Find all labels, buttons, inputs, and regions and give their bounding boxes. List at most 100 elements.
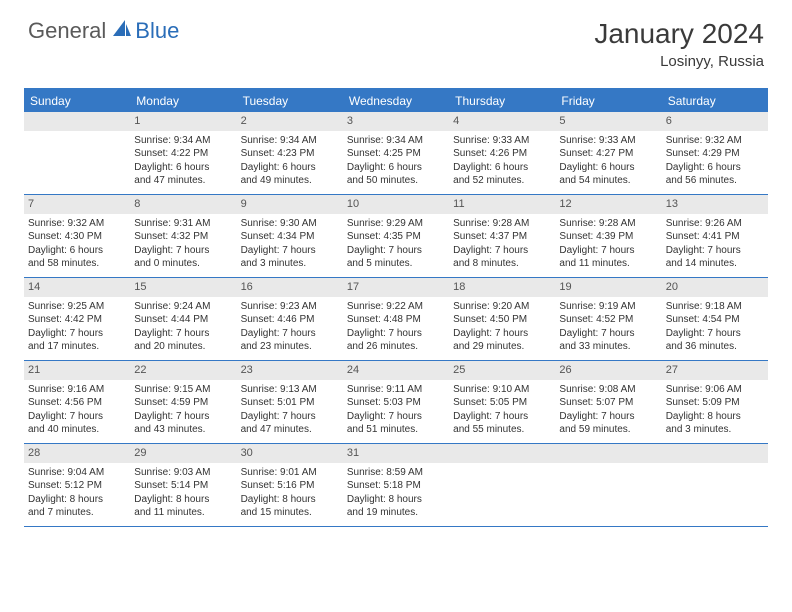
day-number: 15: [130, 278, 236, 297]
day-info-line: Sunrise: 9:13 AM: [241, 383, 339, 397]
day-info-line: Daylight: 7 hours: [666, 327, 764, 341]
day-info-line: and 8 minutes.: [453, 257, 551, 271]
day-info-line: and 15 minutes.: [241, 506, 339, 520]
day-info-line: Sunrise: 9:23 AM: [241, 300, 339, 314]
day-number: 25: [449, 361, 555, 380]
day-info-line: Sunrise: 9:08 AM: [559, 383, 657, 397]
day-number: 19: [555, 278, 661, 297]
day-info-line: Daylight: 7 hours: [241, 410, 339, 424]
day-cell: 3Sunrise: 9:34 AMSunset: 4:25 PMDaylight…: [343, 112, 449, 194]
day-cell: 22Sunrise: 9:15 AMSunset: 4:59 PMDayligh…: [130, 361, 236, 443]
day-info-line: Daylight: 8 hours: [666, 410, 764, 424]
day-info-line: and 47 minutes.: [241, 423, 339, 437]
day-number: 8: [130, 195, 236, 214]
day-number: 3: [343, 112, 449, 131]
day-info-line: Sunset: 4:23 PM: [241, 147, 339, 161]
day-info-line: Daylight: 7 hours: [134, 410, 232, 424]
day-info-line: Sunset: 4:59 PM: [134, 396, 232, 410]
day-info-line: and 59 minutes.: [559, 423, 657, 437]
day-info-line: Daylight: 7 hours: [241, 327, 339, 341]
day-cell: 21Sunrise: 9:16 AMSunset: 4:56 PMDayligh…: [24, 361, 130, 443]
day-info-line: and 52 minutes.: [453, 174, 551, 188]
day-info-line: Daylight: 6 hours: [559, 161, 657, 175]
day-info-line: Sunrise: 9:31 AM: [134, 217, 232, 231]
day-info-line: Sunrise: 9:33 AM: [453, 134, 551, 148]
day-cell: 5Sunrise: 9:33 AMSunset: 4:27 PMDaylight…: [555, 112, 661, 194]
day-number: 2: [237, 112, 343, 131]
title-block: January 2024 Losinyy, Russia: [594, 18, 764, 70]
day-info-line: and 55 minutes.: [453, 423, 551, 437]
day-number: 29: [130, 444, 236, 463]
day-number: 27: [662, 361, 768, 380]
day-number: 11: [449, 195, 555, 214]
day-cell: 29Sunrise: 9:03 AMSunset: 5:14 PMDayligh…: [130, 444, 236, 526]
day-cell: 30Sunrise: 9:01 AMSunset: 5:16 PMDayligh…: [237, 444, 343, 526]
day-number: 31: [343, 444, 449, 463]
day-header: Wednesday: [343, 90, 449, 112]
day-info-line: Sunset: 5:12 PM: [28, 479, 126, 493]
day-info-line: Sunset: 5:09 PM: [666, 396, 764, 410]
day-info-line: Daylight: 7 hours: [134, 244, 232, 258]
day-info-line: Sunrise: 9:24 AM: [134, 300, 232, 314]
day-info-line: Sunset: 4:44 PM: [134, 313, 232, 327]
day-number: 28: [24, 444, 130, 463]
logo-text-gray: General: [28, 18, 106, 44]
day-info-line: Sunrise: 9:11 AM: [347, 383, 445, 397]
day-info-line: Daylight: 7 hours: [559, 244, 657, 258]
day-info-line: Daylight: 7 hours: [453, 327, 551, 341]
day-cell: 7Sunrise: 9:32 AMSunset: 4:30 PMDaylight…: [24, 195, 130, 277]
day-cell: 16Sunrise: 9:23 AMSunset: 4:46 PMDayligh…: [237, 278, 343, 360]
day-info-line: Sunset: 5:03 PM: [347, 396, 445, 410]
day-info-line: Sunset: 4:26 PM: [453, 147, 551, 161]
day-header: Sunday: [24, 90, 130, 112]
day-info-line: Sunset: 5:14 PM: [134, 479, 232, 493]
day-info-line: Sunrise: 9:29 AM: [347, 217, 445, 231]
day-info-line: and 3 minutes.: [241, 257, 339, 271]
day-cell: 6Sunrise: 9:32 AMSunset: 4:29 PMDaylight…: [662, 112, 768, 194]
day-info-line: Sunset: 4:52 PM: [559, 313, 657, 327]
day-cell: 1Sunrise: 9:34 AMSunset: 4:22 PMDaylight…: [130, 112, 236, 194]
day-number: 1: [130, 112, 236, 131]
day-number: 10: [343, 195, 449, 214]
day-info-line: Daylight: 7 hours: [28, 410, 126, 424]
day-info-line: Daylight: 7 hours: [453, 244, 551, 258]
day-info-line: Sunrise: 9:32 AM: [28, 217, 126, 231]
day-info-line: and 3 minutes.: [666, 423, 764, 437]
day-info-line: Daylight: 6 hours: [134, 161, 232, 175]
day-number-empty: [449, 444, 555, 463]
day-info-line: Sunset: 4:39 PM: [559, 230, 657, 244]
day-info-line: Sunset: 4:37 PM: [453, 230, 551, 244]
day-info-line: Sunrise: 9:34 AM: [134, 134, 232, 148]
day-info-line: Sunrise: 9:18 AM: [666, 300, 764, 314]
day-info-line: and 51 minutes.: [347, 423, 445, 437]
day-cell: [24, 112, 130, 194]
day-info-line: Daylight: 7 hours: [559, 410, 657, 424]
day-number: 16: [237, 278, 343, 297]
day-number: 20: [662, 278, 768, 297]
day-info-line: Daylight: 8 hours: [347, 493, 445, 507]
day-info-line: and 5 minutes.: [347, 257, 445, 271]
sail-icon: [111, 18, 133, 43]
day-number-empty: [662, 444, 768, 463]
day-info-line: Sunrise: 9:22 AM: [347, 300, 445, 314]
day-info-line: Sunset: 4:54 PM: [666, 313, 764, 327]
month-title: January 2024: [594, 18, 764, 50]
header: General Blue January 2024 Losinyy, Russi…: [0, 0, 792, 78]
day-info-line: Sunrise: 9:33 AM: [559, 134, 657, 148]
day-info-line: Sunset: 4:29 PM: [666, 147, 764, 161]
day-info-line: Daylight: 6 hours: [241, 161, 339, 175]
day-cell: 10Sunrise: 9:29 AMSunset: 4:35 PMDayligh…: [343, 195, 449, 277]
day-cell: [449, 444, 555, 526]
day-cell: 27Sunrise: 9:06 AMSunset: 5:09 PMDayligh…: [662, 361, 768, 443]
day-cell: 18Sunrise: 9:20 AMSunset: 4:50 PMDayligh…: [449, 278, 555, 360]
day-info-line: and 49 minutes.: [241, 174, 339, 188]
day-info-line: Sunset: 4:56 PM: [28, 396, 126, 410]
day-cell: 25Sunrise: 9:10 AMSunset: 5:05 PMDayligh…: [449, 361, 555, 443]
day-info-line: Sunset: 5:18 PM: [347, 479, 445, 493]
day-info-line: Sunrise: 9:16 AM: [28, 383, 126, 397]
day-info-line: Sunset: 5:01 PM: [241, 396, 339, 410]
day-number: 17: [343, 278, 449, 297]
day-cell: 23Sunrise: 9:13 AMSunset: 5:01 PMDayligh…: [237, 361, 343, 443]
day-info-line: and 7 minutes.: [28, 506, 126, 520]
day-number: 30: [237, 444, 343, 463]
